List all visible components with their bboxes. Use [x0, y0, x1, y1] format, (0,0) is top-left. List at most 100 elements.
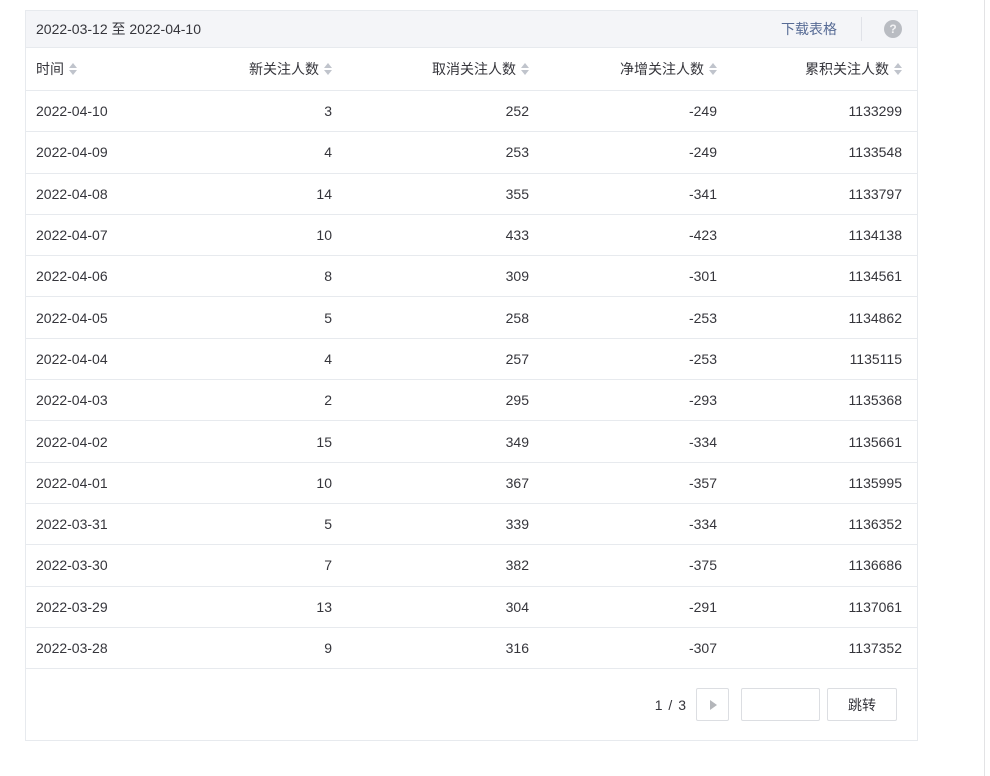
cell-net-followers: -253 — [688, 309, 717, 326]
cell-total-followers: 1135115 — [849, 350, 902, 367]
jump-button[interactable]: 跳转 — [827, 688, 897, 722]
cell-new-followers: 14 — [316, 185, 332, 202]
next-page-button[interactable] — [696, 688, 729, 722]
cell-new-followers: 8 — [324, 268, 332, 285]
table-body: 2022-04-10 3 252 -249 1133299 2022-04-09… — [26, 90, 917, 668]
sort-icon — [709, 63, 717, 75]
cell-total-followers: 1134138 — [848, 227, 902, 244]
cell-time: 2022-04-06 — [36, 268, 108, 285]
follower-stats-card: 2022-03-12 至 2022-04-10 下载表格 ? 时间 新关注人数 … — [25, 10, 918, 742]
cell-new-followers: 15 — [316, 433, 332, 450]
column-header-label: 新关注人数 — [249, 61, 319, 77]
cell-net-followers: -334 — [688, 516, 717, 533]
table-row: 2022-04-09 4 253 -249 1133548 — [26, 131, 917, 172]
cell-unfollowers: 349 — [505, 433, 529, 450]
cell-net-followers: -341 — [688, 185, 717, 202]
column-header-total-followers[interactable]: 累积关注人数 — [717, 59, 902, 79]
table-row: 2022-04-08 14 355 -341 1133797 — [26, 172, 917, 214]
cell-unfollowers: 433 — [505, 227, 529, 244]
sort-icon — [69, 63, 77, 75]
cell-unfollowers: 355 — [505, 185, 529, 202]
cell-new-followers: 10 — [316, 474, 332, 491]
page-jump-input[interactable] — [741, 688, 820, 722]
table-row: 2022-04-07 10 433 -423 1134138 — [26, 213, 917, 255]
chevron-right-icon — [710, 699, 717, 710]
sort-icon — [324, 63, 332, 75]
cell-time: 2022-04-09 — [36, 144, 108, 161]
column-header-new-followers[interactable]: 新关注人数 — [136, 59, 332, 79]
cell-new-followers: 2 — [324, 392, 332, 409]
column-header-net-followers[interactable]: 净增关注人数 — [529, 59, 717, 79]
cell-time: 2022-04-08 — [36, 185, 108, 202]
cell-total-followers: 1136352 — [848, 516, 902, 533]
sort-icon — [894, 63, 902, 75]
cell-time: 2022-04-05 — [36, 309, 108, 326]
scrollbar-edge — [984, 0, 985, 776]
cell-time: 2022-04-07 — [36, 227, 108, 244]
table-row: 2022-04-06 8 309 -301 1134561 — [26, 255, 917, 296]
download-table-button[interactable]: 下载表格 — [781, 21, 837, 37]
cell-new-followers: 3 — [324, 103, 332, 120]
cell-new-followers: 7 — [324, 557, 332, 574]
table-row: 2022-03-28 9 316 -307 1137352 — [26, 626, 917, 668]
cell-unfollowers: 382 — [505, 557, 529, 574]
cell-time: 2022-03-31 — [36, 516, 108, 533]
cell-net-followers: -375 — [688, 557, 717, 574]
cell-unfollowers: 257 — [505, 350, 529, 367]
cell-net-followers: -301 — [688, 268, 717, 285]
column-header-unfollowers[interactable]: 取消关注人数 — [332, 59, 529, 79]
table-row: 2022-04-03 2 295 -293 1135368 — [26, 379, 917, 420]
cell-total-followers: 1133797 — [848, 185, 902, 202]
column-header-label: 累积关注人数 — [805, 61, 889, 77]
table-row: 2022-04-02 15 349 -334 1135661 — [26, 420, 917, 461]
cell-total-followers: 1133548 — [848, 144, 902, 161]
cell-net-followers: -293 — [688, 392, 717, 409]
table-row: 2022-03-31 5 339 -334 1136352 — [26, 502, 917, 544]
column-header-time[interactable]: 时间 — [36, 59, 136, 79]
cell-total-followers: 1136686 — [848, 557, 902, 574]
sort-icon — [521, 63, 529, 75]
cell-new-followers: 5 — [324, 516, 332, 533]
cell-unfollowers: 316 — [505, 640, 529, 656]
cell-time: 2022-04-02 — [36, 433, 108, 450]
pagination-bar: 1 / 3 跳转 — [26, 668, 917, 740]
table-row: 2022-04-04 4 257 -253 1135115 — [26, 337, 917, 379]
cell-new-followers: 5 — [324, 309, 332, 326]
cell-time: 2022-04-10 — [36, 103, 108, 120]
cell-net-followers: -253 — [688, 350, 717, 367]
cell-net-followers: -334 — [688, 433, 717, 450]
cell-unfollowers: 367 — [505, 474, 529, 491]
cell-total-followers: 1135368 — [848, 392, 902, 409]
cell-net-followers: -249 — [688, 103, 717, 120]
table-header-row: 时间 新关注人数 取消关注人数 净增关注人数 累积关注人数 — [26, 48, 917, 90]
cell-unfollowers: 309 — [505, 268, 529, 285]
column-header-label: 取消关注人数 — [432, 61, 516, 77]
cell-new-followers: 13 — [316, 598, 332, 615]
table-row: 2022-04-05 5 258 -253 1134862 — [26, 296, 917, 337]
cell-total-followers: 1134862 — [848, 309, 902, 326]
date-range-label: 2022-03-12 至 2022-04-10 — [36, 21, 202, 37]
cell-new-followers: 9 — [324, 640, 332, 656]
cell-unfollowers: 258 — [505, 309, 529, 326]
cell-unfollowers: 252 — [505, 103, 529, 120]
cell-unfollowers: 295 — [505, 392, 529, 409]
cell-net-followers: -249 — [688, 144, 717, 161]
cell-time: 2022-03-29 — [36, 598, 108, 615]
cell-time: 2022-03-30 — [36, 557, 108, 574]
table-row: 2022-04-01 10 367 -357 1135995 — [26, 461, 917, 503]
cell-unfollowers: 253 — [505, 144, 529, 161]
help-icon[interactable]: ? — [884, 20, 902, 38]
table-row: 2022-03-29 13 304 -291 1137061 — [26, 585, 917, 627]
cell-unfollowers: 339 — [505, 516, 529, 533]
cell-net-followers: -357 — [688, 474, 717, 491]
cell-time: 2022-04-03 — [36, 392, 108, 409]
cell-net-followers: -307 — [688, 640, 717, 656]
date-range-bar: 2022-03-12 至 2022-04-10 下载表格 ? — [26, 11, 917, 48]
cell-unfollowers: 304 — [505, 598, 529, 615]
table-row: 2022-03-30 7 382 -375 1136686 — [26, 544, 917, 585]
cell-net-followers: -291 — [688, 598, 717, 615]
column-header-label: 净增关注人数 — [620, 61, 704, 77]
cell-total-followers: 1137061 — [848, 598, 902, 615]
cell-total-followers: 1134561 — [848, 268, 902, 285]
